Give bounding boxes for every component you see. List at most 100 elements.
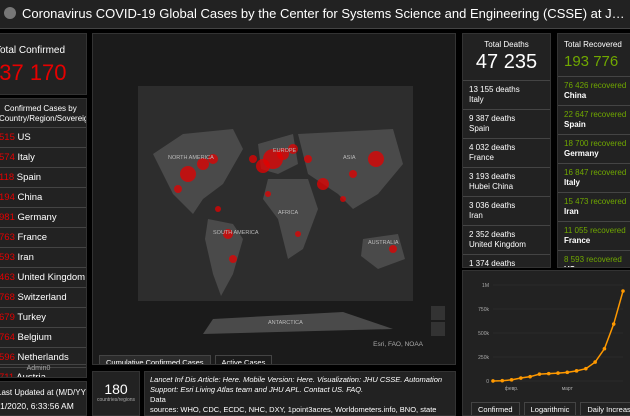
count: 763 (0, 232, 15, 243)
count: 194 (0, 192, 15, 203)
x-tick-label: февр. (505, 386, 519, 392)
deaths-row[interactable]: 9 387 deaths Spain (463, 110, 550, 139)
map-label: ANTARCTICA (268, 320, 303, 326)
place: China (564, 91, 587, 100)
place: Germany (564, 149, 599, 158)
info-line: Data (150, 395, 166, 404)
country-row[interactable]: 194 China (0, 188, 86, 208)
place: Belgium (17, 332, 52, 343)
case-dots (174, 144, 397, 263)
total-confirmed: Total Confirmed 937 170 (0, 33, 87, 95)
recovered-row[interactable]: 11 055 recovered France (558, 222, 630, 251)
place: Spain (16, 172, 42, 183)
point (602, 346, 607, 351)
deaths-row[interactable]: 3 036 deaths Iran (463, 197, 550, 226)
map-label: EUROPE (273, 148, 297, 154)
count: 15 473 recovered (564, 197, 627, 206)
deaths-row[interactable]: 1 374 deathsNew York City New York US (463, 255, 550, 268)
land (153, 129, 405, 334)
country-row[interactable]: 463 United Kingdom (0, 268, 86, 288)
place: Italy (564, 178, 581, 187)
map-panel[interactable]: NORTH AMERICA SOUTH AMERICA EUROPE AFRICA AS… (92, 33, 456, 365)
country-row[interactable]: 679 Turkey (0, 308, 86, 328)
count: 981 (0, 212, 15, 223)
deaths-row[interactable]: 3 193 deaths Hubei China (463, 168, 550, 197)
point (574, 369, 579, 373)
recovered-row[interactable]: 76 426 recovered China (558, 77, 630, 106)
count: 3 036 deaths (469, 201, 516, 210)
chart-tab[interactable]: Confirmed (471, 402, 520, 415)
count: 515 (0, 132, 15, 143)
y-tick-label: 0 (486, 379, 489, 385)
value: 180 (104, 381, 128, 397)
country-row[interactable]: 763 France (0, 228, 86, 248)
count: 118 (0, 172, 15, 183)
count: 1 374 deaths (469, 259, 516, 268)
count: 76 426 recovered (564, 81, 627, 90)
place: Italy (17, 152, 35, 163)
chart-tab[interactable]: Daily Increase (580, 402, 630, 415)
place: Austria (16, 372, 46, 378)
point (565, 370, 570, 375)
country-row[interactable]: 764 Belgium (0, 328, 86, 348)
recovered-row[interactable]: 15 473 recovered Iran (558, 193, 630, 222)
zoom-in[interactable] (431, 306, 445, 320)
map-labels: NORTH AMERICA SOUTH AMERICA EUROPE AFRICA AS… (168, 148, 399, 326)
place: Iran (564, 207, 579, 216)
y-tick-label: 1M (482, 283, 489, 289)
count: 3 193 deaths (469, 172, 516, 181)
country-row[interactable]: 981 Germany (0, 208, 86, 228)
country-row[interactable]: 596 Netherlands (0, 348, 86, 368)
line (492, 290, 624, 382)
x-tick-label: март (562, 386, 574, 392)
map-tab[interactable]: Active Cases (214, 355, 273, 364)
recovered-row[interactable]: 8 593 recoveredUS (558, 251, 630, 267)
chart-tab[interactable]: Logarithmic (523, 402, 577, 415)
map-tabs: Cumulative Confirmed Cases Active Cases (99, 352, 276, 364)
count: 18 700 recovered (564, 139, 627, 148)
count: 711 (0, 372, 15, 378)
count: 764 (0, 332, 15, 343)
rows: 76 426 recovered China 22 647 recovered Spa… (558, 76, 630, 267)
y-tick-label: 250k (478, 355, 489, 361)
place: Hubei China (469, 182, 514, 191)
map-tab[interactable]: Cumulative Confirmed Cases (99, 355, 211, 364)
place: Spain (469, 124, 490, 133)
point (500, 378, 505, 383)
last-updated: Last Updated at (M/D/YYYY) 4/1/2020, 6:3… (0, 381, 87, 416)
map-label: AUSTRALIA (368, 240, 399, 246)
value: 4/1/2020, 6:33:56 AM (0, 401, 74, 411)
zoom-out[interactable] (431, 322, 445, 336)
place: France (564, 236, 591, 245)
menu-icon[interactable] (4, 7, 16, 19)
point (519, 376, 523, 380)
recovered-row[interactable]: 22 647 recovered Spain (558, 106, 630, 135)
count: 4 032 deaths (469, 143, 516, 152)
point (611, 322, 616, 326)
header: Coronavirus COVID-19 Global Cases by the… (0, 0, 630, 29)
country-row[interactable]: 768 Switzerland (0, 288, 86, 308)
country-row[interactable]: 711 Austria (0, 368, 86, 378)
count: 574 (0, 152, 15, 163)
recovered-row[interactable]: 16 847 recovered Italy (558, 164, 630, 193)
place: US (564, 265, 630, 267)
deaths-row[interactable]: 13 155 deaths Italy (463, 81, 550, 110)
count: 16 847 recovered (564, 168, 627, 177)
deaths-row[interactable]: 4 032 deaths France (463, 139, 550, 168)
chart: 0 250k 500k 750k 1M февр. март (478, 283, 625, 392)
country-row[interactable]: 593 Iran (0, 248, 86, 268)
map-label: NORTH AMERICA (168, 155, 214, 161)
country-row[interactable]: 574 Italy (0, 148, 86, 168)
label: Total Deaths (484, 40, 529, 49)
y-tick-label: 750k (478, 307, 489, 313)
footer[interactable]: Admin0 (0, 364, 86, 377)
country-row[interactable]: 118 Spain (0, 168, 86, 188)
count: 463 (0, 272, 15, 283)
point (584, 366, 588, 371)
recovered-row[interactable]: 18 700 recovered Germany (558, 135, 630, 164)
deaths-row[interactable]: 2 352 deaths United Kingdom (463, 226, 550, 255)
y-tick-label: 500k (478, 331, 489, 337)
place: Netherlands (17, 352, 69, 363)
country-row[interactable]: 515 US (0, 128, 86, 148)
